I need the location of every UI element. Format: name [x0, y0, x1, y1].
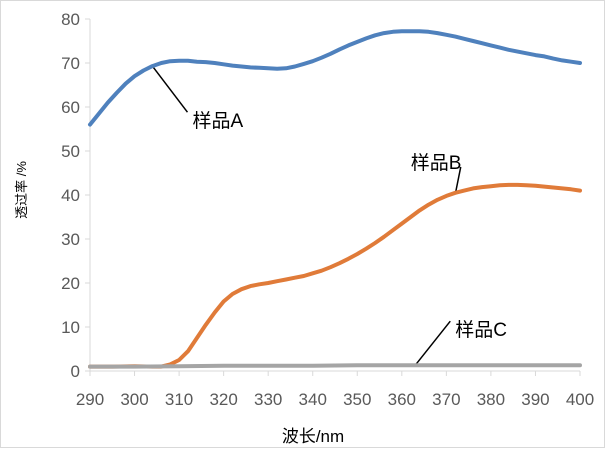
x-tick-label: 300 [120, 390, 148, 409]
x-tick-label: 290 [76, 390, 104, 409]
x-tick-label: 380 [477, 390, 505, 409]
x-tick-label: 310 [165, 390, 193, 409]
series-line-sample-c [88, 363, 582, 369]
x-tick-label: 330 [254, 390, 282, 409]
y-tick-label: 10 [61, 318, 80, 337]
y-tick-label: 40 [61, 186, 80, 205]
y-tick-label: 50 [61, 142, 80, 161]
x-tick-label: 390 [521, 390, 549, 409]
x-tick-label: 400 [566, 390, 594, 409]
callout-label: 样品A [192, 110, 243, 132]
x-tick-label: 360 [388, 390, 416, 409]
y-tick-label: 60 [61, 98, 80, 117]
series-line-sample-a [88, 29, 582, 127]
callout-label: 样品B [411, 152, 462, 174]
y-tick-label: 30 [61, 230, 80, 249]
y-tick-label: 0 [71, 362, 80, 381]
callout-label: 样品C [455, 319, 507, 341]
x-tick-label: 320 [209, 390, 237, 409]
callout-leader-line [454, 166, 462, 195]
x-tick-label: 350 [343, 390, 371, 409]
x-axis-title: 波长/nm [282, 427, 344, 446]
y-tick-label: 70 [61, 54, 80, 73]
callout-leader-line [414, 320, 451, 366]
callout-leader-line [151, 65, 189, 113]
y-tick-label: 20 [61, 274, 80, 293]
series-line-sample-b [88, 182, 582, 369]
y-tick-label: 80 [61, 10, 80, 29]
x-tick-label: 340 [299, 390, 327, 409]
y-axis-title: 透过率 /% [14, 161, 29, 219]
x-tick-label: 370 [432, 390, 460, 409]
